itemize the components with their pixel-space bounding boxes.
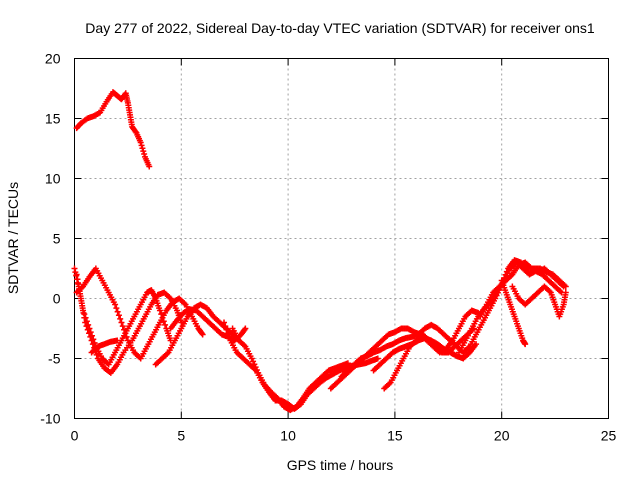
data-point: [78, 300, 85, 307]
data-point: [114, 337, 121, 344]
data-point: [115, 312, 122, 319]
data-point: [112, 301, 119, 308]
data-point: [77, 295, 84, 302]
data-point: [80, 309, 87, 316]
y-tick-label: 20: [45, 51, 61, 67]
data-point: [82, 319, 89, 326]
data-point: [344, 360, 351, 367]
data-point: [93, 351, 100, 358]
chart-title: Day 277 of 2022, Sidereal Day-to-day VTE…: [85, 20, 595, 36]
data-point: [224, 330, 231, 337]
data-point: [141, 151, 148, 158]
data-point: [139, 145, 146, 152]
data-points: [71, 89, 569, 414]
y-tick-label: 10: [45, 171, 61, 187]
data-point: [503, 268, 510, 275]
data-point: [75, 281, 82, 288]
x-tick-label: 25: [601, 428, 617, 444]
data-point: [199, 331, 206, 338]
data-point: [162, 321, 169, 328]
data-point: [562, 289, 569, 296]
data-point: [198, 330, 205, 337]
data-point: [86, 330, 93, 337]
data-point: [226, 333, 233, 340]
data-point: [140, 148, 147, 155]
y-tick-label: -10: [40, 411, 60, 427]
data-point: [221, 319, 228, 326]
y-tick-label: 15: [45, 111, 61, 127]
data-point: [84, 326, 91, 333]
data-point: [79, 305, 86, 312]
data-point: [88, 337, 95, 344]
data-point: [122, 330, 129, 337]
x-tick-label: 15: [387, 428, 403, 444]
data-point: [137, 139, 144, 146]
data-point: [81, 314, 88, 321]
data-point: [374, 355, 381, 362]
data-point: [146, 163, 153, 170]
data-point: [242, 325, 249, 332]
data-point: [132, 128, 139, 135]
data-point: [560, 283, 567, 290]
data-point: [73, 271, 80, 278]
axis-ticks: [74, 58, 609, 419]
y-tick-label: 0: [53, 291, 61, 307]
tick-labels: 0 5 10 15 20 25 -10 -5 0 5 10 15 20: [40, 51, 616, 444]
data-point: [222, 323, 229, 330]
data-point: [121, 326, 128, 333]
data-point: [223, 326, 230, 333]
data-point: [522, 341, 529, 348]
x-tick-label: 0: [71, 428, 79, 444]
data-point: [83, 323, 90, 330]
data-point: [87, 333, 94, 340]
data-point: [473, 341, 480, 348]
data-point: [117, 315, 124, 322]
data-point: [118, 319, 125, 326]
data-point: [114, 308, 121, 315]
data-point: [502, 271, 509, 278]
x-tick-label: 10: [280, 428, 296, 444]
data-point: [241, 326, 248, 333]
y-axis-label: SDTVAR / TECUs: [5, 182, 21, 294]
x-tick-label: 5: [177, 428, 185, 444]
x-axis-label: GPS time / hours: [287, 457, 394, 473]
data-point: [71, 265, 78, 272]
data-point: [138, 142, 145, 149]
data-point: [119, 323, 126, 330]
x-tick-label: 20: [494, 428, 510, 444]
data-point: [113, 305, 120, 312]
y-tick-label: 5: [53, 231, 61, 247]
y-tick-label: -5: [48, 351, 61, 367]
data-point: [89, 341, 96, 348]
data-point: [74, 276, 81, 283]
data-point: [156, 307, 163, 314]
data-point: [123, 333, 130, 340]
